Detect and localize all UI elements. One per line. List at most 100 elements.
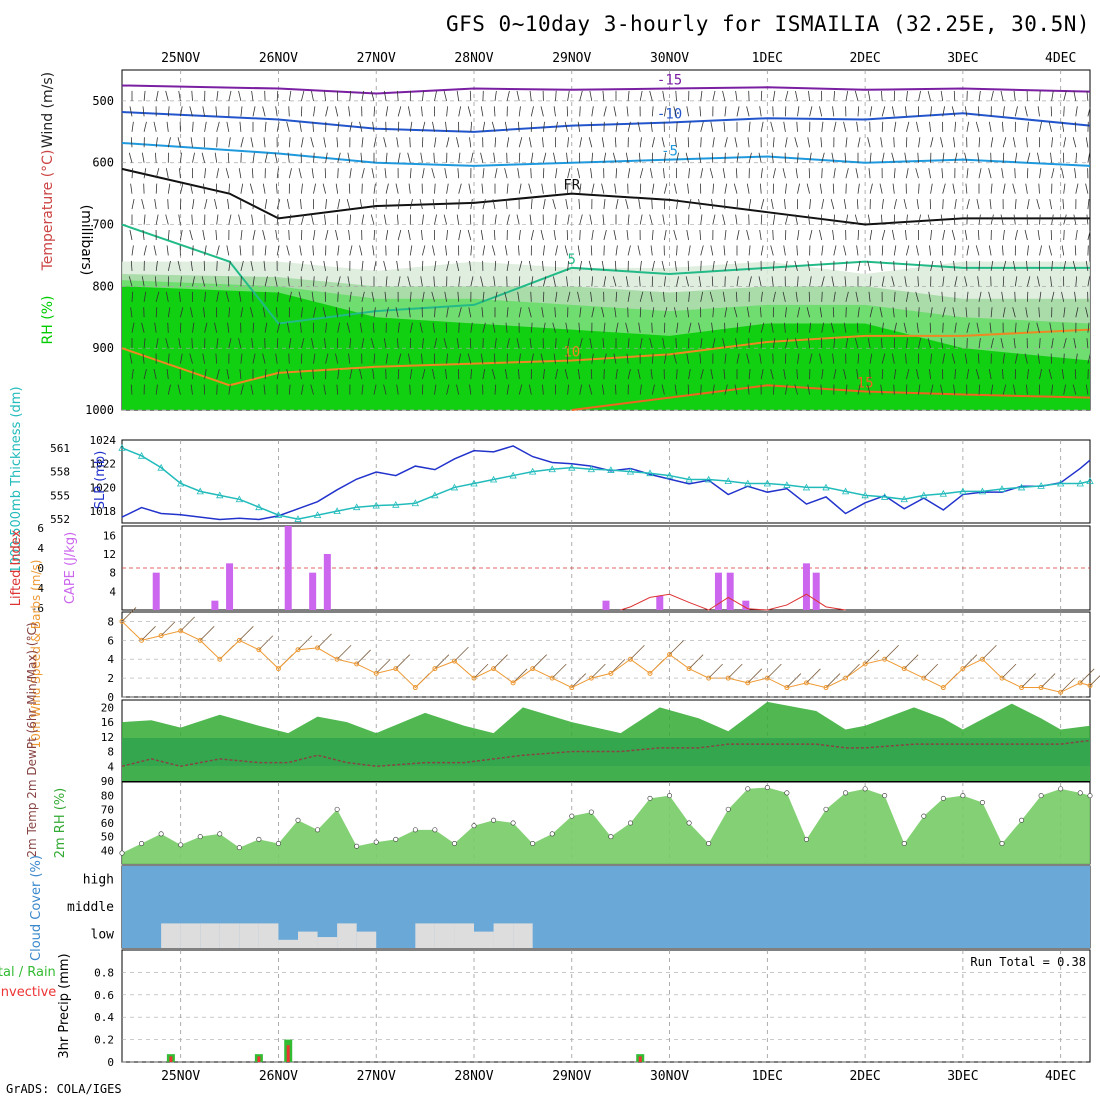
wind-barb	[954, 152, 958, 163]
wind-barb	[1073, 90, 1077, 101]
wind-barb	[734, 384, 738, 395]
wind-barb	[349, 291, 352, 302]
wind-barb	[468, 307, 472, 318]
wind-barb	[649, 168, 653, 179]
wind-barb	[1075, 353, 1078, 364]
wind-barb	[770, 322, 774, 333]
wind-barb	[240, 353, 243, 364]
wind-barb	[421, 229, 423, 241]
surface-wind-barb	[1089, 675, 1100, 686]
wind-barb	[978, 260, 981, 271]
wind-barb	[906, 245, 910, 256]
wind-barb	[131, 121, 134, 132]
wind-barb	[419, 322, 423, 333]
wind-barb	[722, 168, 726, 179]
wind-barb	[1002, 260, 1007, 272]
wind-barb	[201, 152, 205, 163]
wind-barb	[141, 152, 145, 163]
wind-barb	[359, 121, 363, 132]
wind-barb	[881, 229, 886, 241]
cloud-cell	[278, 939, 298, 948]
upper-air-side-label: Wind (m/s)	[40, 72, 56, 148]
wind-barb	[276, 168, 279, 179]
wind-barb	[771, 276, 774, 287]
upper-air-side-label: Temperature (°C)	[40, 150, 56, 272]
wind-barb	[649, 291, 653, 302]
wind-barb	[251, 90, 254, 101]
wind-barb	[711, 276, 714, 287]
wind-barb	[517, 121, 520, 132]
wind-barb	[154, 322, 157, 333]
wind-barb	[843, 199, 847, 210]
wind-barb	[954, 121, 957, 132]
wind-barb	[806, 183, 810, 194]
wind-barb	[664, 106, 667, 117]
wind-barb	[555, 245, 558, 256]
rh-marker	[1019, 817, 1025, 823]
wind-barb	[591, 307, 595, 318]
wind-barb	[1063, 307, 1066, 318]
wind-barb	[639, 291, 644, 302]
wind-barb	[480, 353, 484, 364]
wind-barb	[881, 322, 884, 333]
wind-barb	[252, 152, 255, 163]
wind-barb	[506, 137, 510, 148]
wind-barb	[445, 245, 447, 256]
wind-barb	[891, 276, 895, 287]
wind-barb	[685, 152, 689, 163]
wind-barb	[494, 214, 497, 225]
surface-wind-barb	[493, 654, 508, 669]
wind-barb	[203, 183, 205, 194]
wind-barb	[419, 198, 423, 210]
wind-barb	[881, 245, 884, 256]
wind-barb	[456, 137, 460, 148]
wind-barb	[867, 137, 871, 148]
wind-barb	[456, 90, 460, 101]
wind-barb	[444, 291, 447, 302]
wind-barb	[530, 353, 534, 364]
day-label-bottom: 30NOV	[650, 1069, 689, 1084]
surface-wind-barb	[532, 654, 547, 669]
wind-barb	[700, 384, 702, 395]
wind-barb	[735, 214, 738, 225]
wind-barb	[1013, 214, 1016, 225]
wind-barb	[434, 90, 437, 101]
wind-barb	[301, 338, 305, 349]
wind-barb	[601, 384, 605, 395]
wind-barb	[916, 121, 919, 132]
wind-barb	[443, 214, 447, 225]
rh-tick: 80	[101, 790, 114, 803]
wind-barb	[916, 369, 919, 380]
rh-marker	[764, 784, 770, 790]
wind-barb	[978, 168, 982, 179]
cape-bar	[602, 600, 610, 610]
wind-barb	[180, 307, 184, 318]
wind-barb	[940, 260, 944, 271]
wind-barb	[977, 106, 980, 117]
thickness-marker	[118, 444, 126, 451]
wind-barb	[395, 307, 399, 318]
wind-barb	[736, 152, 739, 163]
wind-barb	[759, 307, 762, 318]
rh-marker	[979, 799, 985, 805]
wind-barb	[941, 168, 944, 179]
wind-barb	[833, 168, 836, 179]
wind-barb	[698, 276, 702, 287]
wind-barb	[712, 183, 715, 194]
wind-barb	[698, 322, 702, 333]
wind-barb	[263, 137, 266, 148]
wind-barb	[177, 384, 181, 395]
wind-barb	[638, 276, 641, 287]
wind-barb	[252, 106, 256, 117]
wind-barb	[264, 276, 268, 287]
surface-wind-barb	[141, 626, 156, 641]
wind-barb	[1062, 199, 1065, 210]
wind-barb	[155, 214, 159, 225]
wind-barb	[409, 260, 411, 271]
wind-barb	[276, 322, 281, 333]
wind-barb	[443, 338, 447, 349]
wind-barb	[1024, 106, 1028, 117]
wind-barb	[567, 291, 571, 302]
wind-barb	[867, 214, 871, 225]
wind-barb	[491, 121, 496, 132]
